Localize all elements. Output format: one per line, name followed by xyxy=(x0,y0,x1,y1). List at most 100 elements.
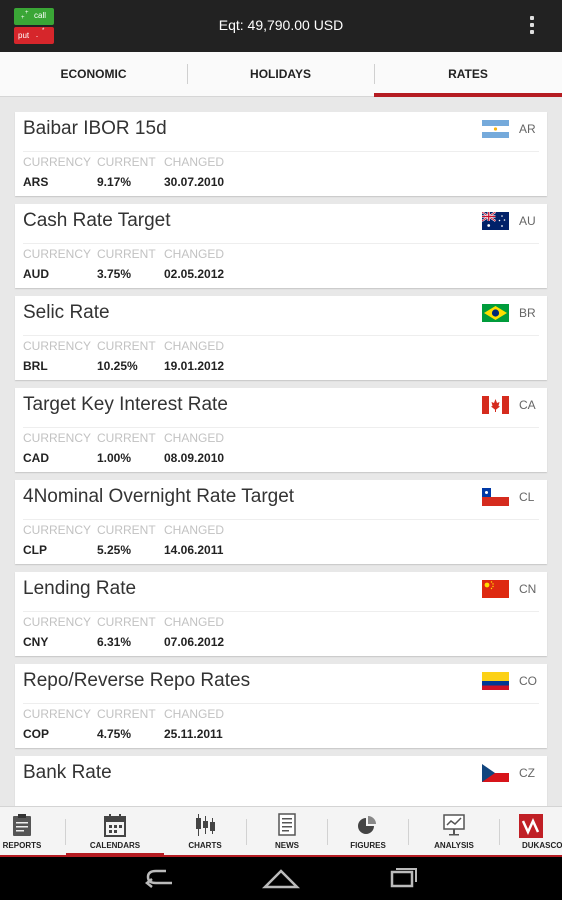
call-button[interactable]: + + call xyxy=(14,8,54,25)
nav-divider xyxy=(327,819,328,845)
czech-flag-icon xyxy=(482,764,509,782)
clipboard-icon xyxy=(13,814,31,836)
tab-rates[interactable]: RATES xyxy=(448,67,488,81)
rate-card[interactable]: Cash Rate Target AU CURRENCY CURRENT CHA… xyxy=(15,204,547,288)
divider xyxy=(23,243,539,244)
presentation-icon xyxy=(443,814,465,836)
action-bar: + + call put - * Eqt: 49,790.00 USD xyxy=(0,0,562,52)
currency-header: CURRENCY xyxy=(23,523,92,537)
rate-title: Lending Rate xyxy=(23,578,137,599)
rate-card[interactable]: Selic Rate BR CURRENCY CURRENT CHANGED B… xyxy=(15,296,547,380)
nav-label: CHARTS xyxy=(188,841,222,850)
rate-title: Selic Rate xyxy=(23,302,110,323)
overflow-menu-icon[interactable] xyxy=(522,14,542,38)
currency-value: CLP xyxy=(23,543,47,557)
rate-title: Repo/Reverse Repo Rates xyxy=(23,670,251,691)
changed-value: 02.05.2012 xyxy=(164,267,225,281)
rate-card[interactable]: Target Key Interest Rate CA CURRENCY CUR… xyxy=(15,388,547,472)
rate-title: Cash Rate Target xyxy=(23,210,171,231)
nav-calendars[interactable]: CALENDARS xyxy=(66,807,164,857)
nav-divider xyxy=(499,819,500,845)
nav-divider xyxy=(246,819,247,845)
rate-card[interactable]: Lending Rate CN CURRENCY CURRENT CHANGED… xyxy=(15,572,547,656)
rate-title: Bank Rate xyxy=(23,762,112,783)
bottom-navigation: REPORTS CALENDARS CHARTS NEWS FIGU xyxy=(0,806,562,857)
home-icon[interactable] xyxy=(261,865,301,891)
nav-charts[interactable]: CHARTS xyxy=(164,807,246,857)
currency-header: CURRENCY xyxy=(23,431,92,445)
calendar-icon xyxy=(104,814,126,837)
nav-dukascopy[interactable]: DUKASCO xyxy=(500,807,562,857)
changed-value: 07.06.2012 xyxy=(164,635,225,649)
nav-label: NEWS xyxy=(275,841,299,850)
colombia-flag-icon xyxy=(482,672,509,690)
rate-card[interactable]: Repo/Reverse Repo Rates CO CURRENCY CURR… xyxy=(15,664,547,748)
country-code: CL xyxy=(519,490,535,504)
current-header: CURRENT xyxy=(97,431,156,445)
argentina-flag-icon xyxy=(482,120,509,138)
recent-apps-icon[interactable] xyxy=(382,865,422,891)
rate-title: Baibar IBOR 15d xyxy=(23,118,167,139)
currency-header: CURRENCY xyxy=(23,339,92,353)
changed-value: 19.01.2012 xyxy=(164,359,225,373)
dukascopy-logo-icon xyxy=(519,814,543,838)
accent-line xyxy=(0,855,562,857)
nav-analysis[interactable]: ANALYSIS xyxy=(409,807,499,857)
system-navigation-bar xyxy=(0,857,562,900)
changed-value: 08.09.2010 xyxy=(164,451,225,465)
currency-header: CURRENCY xyxy=(23,707,92,721)
current-header: CURRENT xyxy=(97,523,156,537)
current-value: 5.25% xyxy=(97,543,132,557)
divider xyxy=(23,151,539,152)
currency-header: CURRENCY xyxy=(23,155,92,169)
rate-card[interactable]: Bank Rate CZ xyxy=(15,756,547,806)
brazil-flag-icon xyxy=(482,304,509,322)
rate-card[interactable]: 4Nominal Overnight Rate Target CL CURREN… xyxy=(15,480,547,564)
currency-value: AUD xyxy=(23,267,49,281)
nav-news[interactable]: NEWS xyxy=(247,807,327,857)
divider xyxy=(23,519,539,520)
changed-header: CHANGED xyxy=(164,523,225,537)
newspaper-icon xyxy=(278,813,296,836)
changed-header: CHANGED xyxy=(164,155,225,169)
current-value: 10.25% xyxy=(97,359,138,373)
canada-flag-icon xyxy=(482,396,509,414)
changed-value: 25.11.2011 xyxy=(164,727,223,741)
current-header: CURRENT xyxy=(97,247,156,261)
call-put-button[interactable]: + + call put - * xyxy=(14,8,54,44)
changed-header: CHANGED xyxy=(164,339,225,353)
changed-header: CHANGED xyxy=(164,615,225,629)
nav-divider xyxy=(408,819,409,845)
rate-card[interactable]: Baibar IBOR 15d AR CURRENCY CURRENT CHAN… xyxy=(15,112,547,196)
tab-economic[interactable]: ECONOMIC xyxy=(60,67,127,81)
back-icon[interactable] xyxy=(142,865,182,891)
country-code: CA xyxy=(519,398,536,412)
nav-reports[interactable]: REPORTS xyxy=(0,807,44,857)
current-value: 9.17% xyxy=(97,175,132,189)
currency-value: COP xyxy=(23,727,50,741)
currency-value: CAD xyxy=(23,451,49,465)
nav-label: FIGURES xyxy=(350,841,386,850)
divider xyxy=(23,335,539,336)
chile-flag-icon xyxy=(482,488,509,506)
country-code: AU xyxy=(519,214,536,228)
current-header: CURRENT xyxy=(97,615,156,629)
currency-value: ARS xyxy=(23,175,49,189)
currency-header: CURRENCY xyxy=(23,615,92,629)
put-button[interactable]: put - * xyxy=(14,27,54,44)
tab-holidays[interactable]: HOLIDAYS xyxy=(250,67,311,81)
current-header: CURRENT xyxy=(97,339,156,353)
rates-list[interactable]: Baibar IBOR 15d AR CURRENCY CURRENT CHAN… xyxy=(0,97,562,806)
rate-title: Target Key Interest Rate xyxy=(23,394,228,415)
tab-divider xyxy=(187,64,188,84)
currency-header: CURRENCY xyxy=(23,247,92,261)
country-code: AR xyxy=(519,122,536,136)
nav-label: ANALYSIS xyxy=(434,841,474,850)
active-tab-indicator xyxy=(374,93,562,97)
currency-value: CNY xyxy=(23,635,49,649)
call-label: call xyxy=(34,11,47,20)
nav-divider xyxy=(65,819,66,845)
current-value: 4.75% xyxy=(97,727,132,741)
nav-figures[interactable]: FIGURES xyxy=(328,807,408,857)
country-code: BR xyxy=(519,306,536,320)
